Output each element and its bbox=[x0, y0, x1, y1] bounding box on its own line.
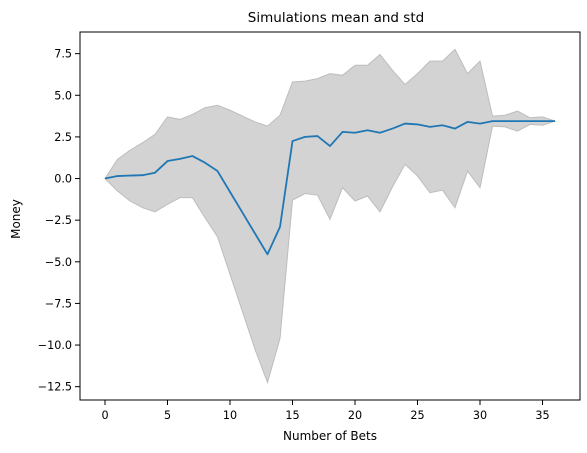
x-tick-label: 15 bbox=[285, 409, 299, 422]
axes-frame bbox=[79, 31, 581, 401]
std-band bbox=[104, 48, 557, 385]
y-tick-label: 5.0 bbox=[54, 89, 72, 102]
x-tick-label: 25 bbox=[410, 409, 424, 422]
y-tick-label: −12.5 bbox=[38, 381, 72, 394]
y-tick-label: −7.5 bbox=[45, 297, 72, 310]
x-tick-label: 30 bbox=[473, 409, 487, 422]
chart-title: Simulations mean and std bbox=[248, 10, 424, 26]
x-tick-label: 0 bbox=[101, 409, 108, 422]
y-tick-label: −10.0 bbox=[38, 339, 72, 352]
x-axis-label: Number of Bets bbox=[283, 429, 377, 443]
x-tick-label: 35 bbox=[535, 409, 549, 422]
x-tick-label: 10 bbox=[223, 409, 237, 422]
y-tick-label: 2.5 bbox=[54, 131, 72, 144]
std-band-layer bbox=[104, 48, 557, 385]
y-ticks: −12.5 −10.0 −7.5 −5.0 −2.5 0.0 2.5 5.0 7.5 bbox=[38, 48, 80, 394]
y-tick-label: 0.0 bbox=[54, 173, 72, 186]
y-axis-label: Money bbox=[9, 199, 23, 239]
axes bbox=[79, 31, 581, 401]
x-tick-label: 5 bbox=[164, 409, 171, 422]
y-tick-label: −5.0 bbox=[45, 256, 72, 269]
mean-line-layer bbox=[104, 120, 555, 256]
x-ticks: 0 5 10 15 20 25 30 35 bbox=[101, 400, 550, 422]
y-tick-label: −2.5 bbox=[45, 214, 72, 227]
mean-line bbox=[104, 120, 555, 256]
y-tick-label: 7.5 bbox=[54, 48, 72, 61]
x-tick-label: 20 bbox=[348, 409, 362, 422]
